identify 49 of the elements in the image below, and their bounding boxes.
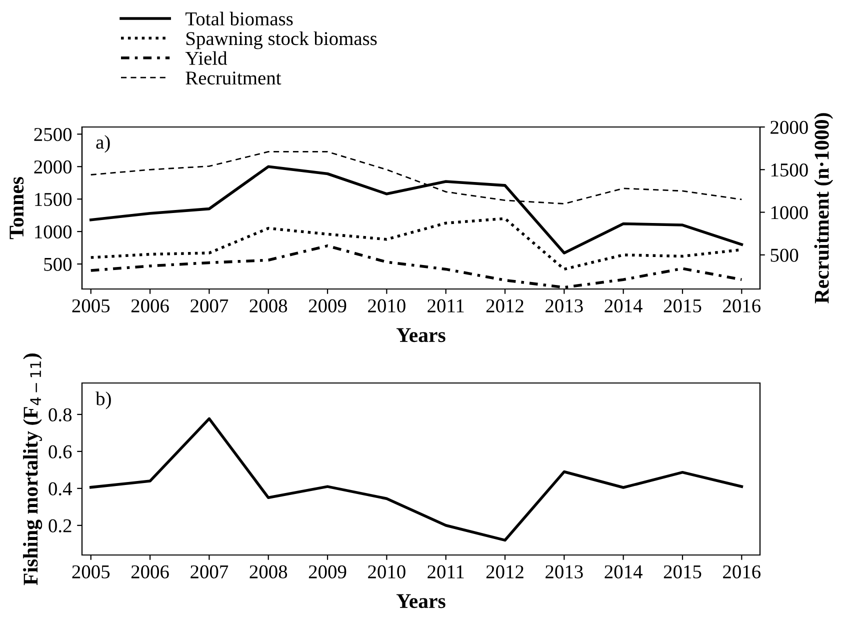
y-axis-title: Fishing mortality (F$_{4−11}$) xyxy=(23,354,42,586)
y-tick-label: 1500 xyxy=(35,192,72,206)
legend-label: Spawning stock biomass xyxy=(186,31,377,50)
x-tick-label: 2014 xyxy=(604,565,642,578)
x-tick-label: 2013 xyxy=(546,299,583,312)
y-tick-label: 0.6 xyxy=(48,445,72,458)
x-tick-label: 2011 xyxy=(428,299,464,312)
x-tick-label: 2005 xyxy=(72,565,110,578)
annotation: a) xyxy=(96,135,110,153)
x-tick-label: 2005 xyxy=(72,299,110,312)
legend-label: Yield xyxy=(185,51,228,65)
legend-label: Total biomass xyxy=(186,12,293,26)
y2-tick-label: 500 xyxy=(770,248,798,262)
x-tick-label: 2006 xyxy=(131,565,169,578)
y-tick-label: 0.8 xyxy=(48,408,72,422)
y-tick-label: 0.4 xyxy=(48,482,72,496)
x-tick-label: 2007 xyxy=(190,299,228,312)
x-tick-label: 2010 xyxy=(368,299,406,312)
x-tick-label: 2012 xyxy=(486,299,524,312)
x-tick-label: 2013 xyxy=(546,565,583,578)
y2-tick-label: 1500 xyxy=(771,163,808,177)
y2-tick-label: 1000 xyxy=(771,206,808,220)
x-tick-label: 2009 xyxy=(308,299,346,312)
line-series xyxy=(89,417,744,542)
y-tick-label: 500 xyxy=(44,258,72,271)
x-tick-label: 2008 xyxy=(250,565,288,578)
y-axis-title: Tonnes xyxy=(10,177,24,240)
y2-tick-label: 2000 xyxy=(770,120,808,134)
x-tick-label: 2011 xyxy=(428,565,464,578)
x-tick-label: 2008 xyxy=(250,299,288,312)
x-tick-label: 2006 xyxy=(131,299,169,312)
x-tick-label: 2012 xyxy=(486,565,524,578)
x-tick-label: 2016 xyxy=(723,299,761,312)
x-tick-label: 2014 xyxy=(604,299,642,312)
x-axis-title: Years xyxy=(396,594,446,608)
x-tick-label: 2015 xyxy=(664,299,702,312)
y-tick-label: 1000 xyxy=(35,225,72,238)
x-tick-label: 2015 xyxy=(664,565,702,578)
x-tick-label: 2007 xyxy=(190,565,228,578)
y-tick-label: 0.2 xyxy=(48,519,72,532)
annotation: b) xyxy=(96,392,111,410)
x-tick-label: 2010 xyxy=(368,565,406,578)
y-tick-label: 2000 xyxy=(34,160,72,174)
y-tick-label: 2500 xyxy=(34,128,72,142)
x-tick-label: 2016 xyxy=(723,565,761,578)
x-tick-label: 2009 xyxy=(308,565,346,578)
x-axis-title: Years xyxy=(396,328,446,342)
y2-axis-title: Recruitment (n·1000) xyxy=(814,113,834,304)
legend-label: Recruitment xyxy=(186,72,282,85)
